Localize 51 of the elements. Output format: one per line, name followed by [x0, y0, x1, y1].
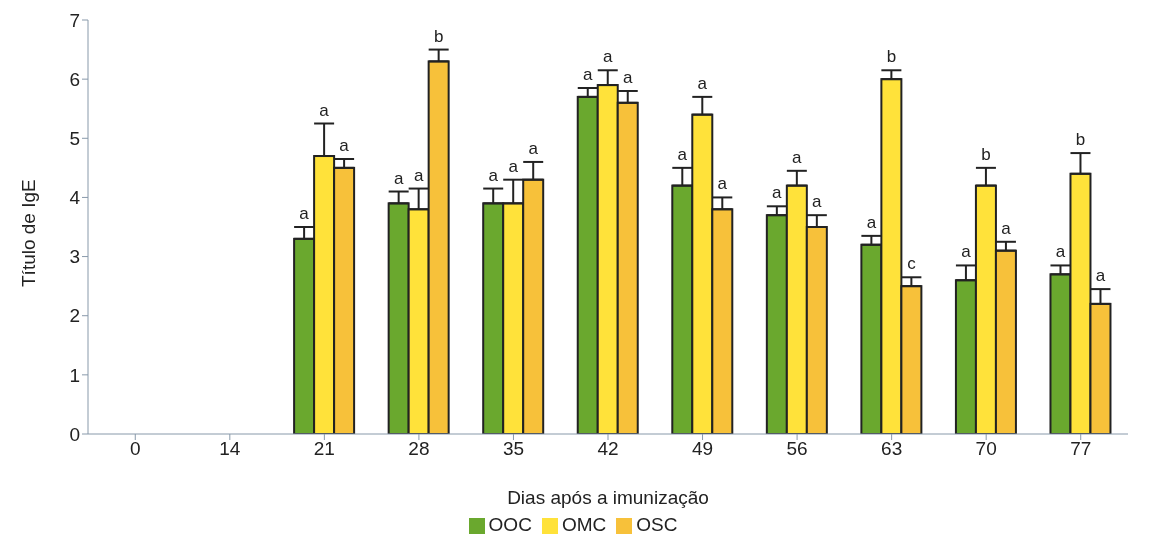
x-tick-label: 0 [129, 438, 141, 460]
data-label: a [339, 135, 350, 155]
legend-label: OOC [488, 514, 532, 535]
x-tick-label: 77 [1070, 438, 1092, 460]
data-label: a [393, 168, 404, 188]
x-tick-label: 21 [313, 438, 335, 460]
data-label: a [866, 212, 877, 232]
y-tick-label: 6 [69, 68, 80, 90]
x-tick-label: 49 [691, 438, 714, 460]
data-label: a [961, 242, 972, 262]
data-label: a [319, 100, 330, 120]
data-label: a [508, 156, 519, 176]
data-label: a [812, 192, 823, 212]
data-label: a [697, 73, 708, 93]
y-tick-label: 2 [69, 305, 80, 327]
data-label: c [907, 254, 917, 274]
x-tick-label: 14 [219, 438, 241, 460]
data-label: b [1075, 130, 1086, 150]
data-label: b [433, 26, 444, 46]
data-label: a [717, 174, 728, 194]
data-label: b [886, 47, 897, 67]
legend-label: OSC [636, 514, 678, 535]
data-label: a [1095, 266, 1106, 286]
data-label: a [603, 47, 614, 67]
x-tick-label: 56 [786, 438, 808, 460]
data-label: a [583, 65, 594, 85]
y-tick-label: 1 [69, 364, 80, 386]
y-tick-label: 7 [69, 9, 80, 31]
data-label: a [623, 67, 634, 87]
data-label: a [1055, 242, 1066, 262]
x-tick-label: 42 [597, 438, 619, 460]
data-label: a [772, 183, 783, 203]
y-axis-title: Título de IgE [17, 179, 39, 287]
y-tick-label: 4 [69, 187, 81, 209]
y-tick-label: 5 [69, 128, 80, 150]
x-tick-label: 63 [881, 438, 903, 460]
data-label: a [792, 147, 803, 167]
x-tick-label: 70 [975, 438, 997, 460]
x-tick-label: 35 [502, 438, 525, 460]
data-label: a [299, 204, 310, 223]
legend-label: OMC [561, 514, 607, 535]
x-axis-title: Dias após a imunização [507, 487, 709, 508]
y-tick-label: 0 [69, 423, 80, 445]
data-label: a [488, 165, 499, 185]
x-tick-label: 28 [408, 438, 430, 460]
data-label: b [981, 144, 991, 164]
data-label: a [413, 165, 424, 185]
y-tick-label: 3 [69, 246, 80, 268]
data-label: a [677, 144, 688, 164]
data-label: a [1001, 218, 1012, 238]
data-label: a [528, 138, 539, 158]
